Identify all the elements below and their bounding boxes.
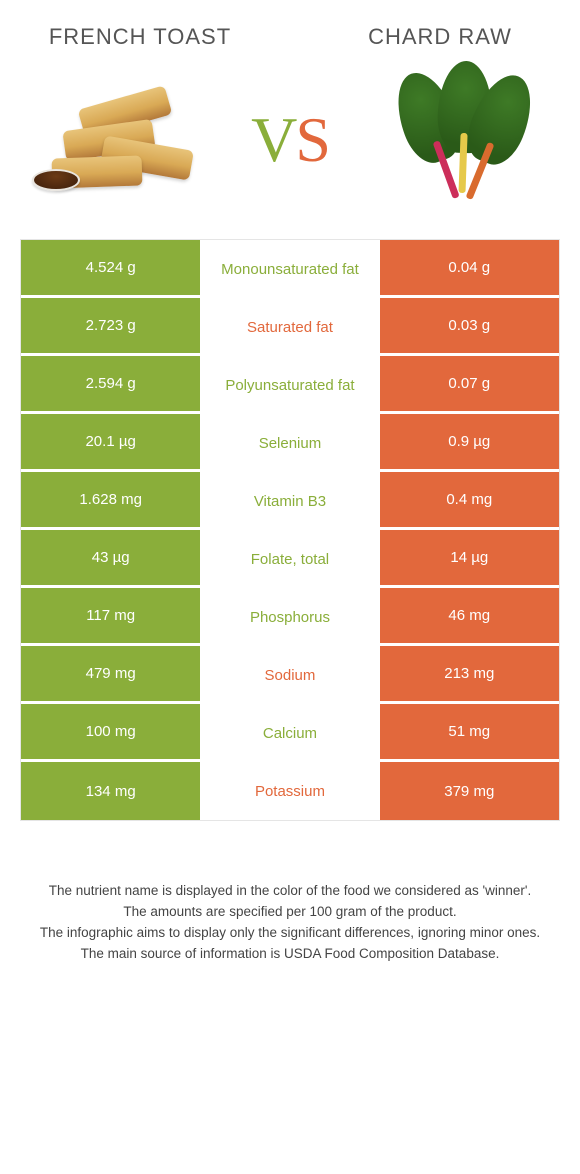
nutrient-value-right: 0.9 µg (380, 414, 559, 472)
nutrient-row: 4.524 gMonounsaturated fat0.04 g (21, 240, 559, 298)
nutrient-name: Saturated fat (200, 298, 379, 356)
vs-label: VS (251, 103, 329, 177)
nutrient-row: 1.628 mgVitamin B30.4 mg (21, 472, 559, 530)
nutrient-row: 479 mgSodium213 mg (21, 646, 559, 704)
french-toast-icon (32, 65, 202, 215)
food-title-right: CHARD RAW (340, 24, 540, 49)
nutrient-row: 20.1 µgSelenium0.9 µg (21, 414, 559, 472)
nutrient-value-left: 4.524 g (21, 240, 200, 298)
vs-v: V (251, 104, 295, 175)
nutrient-name: Vitamin B3 (200, 472, 379, 530)
nutrient-value-left: 20.1 µg (21, 414, 200, 472)
food-image-right (378, 65, 548, 215)
nutrient-value-left: 2.723 g (21, 298, 200, 356)
nutrient-value-right: 0.4 mg (380, 472, 559, 530)
header: FRENCH TOAST CHARD RAW (0, 0, 580, 57)
nutrient-value-right: 0.07 g (380, 356, 559, 414)
nutrient-row: 43 µgFolate, total14 µg (21, 530, 559, 588)
chard-icon (378, 65, 548, 215)
footer-line: The amounts are specified per 100 gram o… (28, 902, 552, 923)
nutrient-value-left: 479 mg (21, 646, 200, 704)
vs-s: S (295, 104, 329, 175)
footer-line: The main source of information is USDA F… (28, 944, 552, 965)
nutrient-value-left: 100 mg (21, 704, 200, 762)
nutrient-name: Calcium (200, 704, 379, 762)
footer-line: The infographic aims to display only the… (28, 923, 552, 944)
nutrient-row: 100 mgCalcium51 mg (21, 704, 559, 762)
footer-notes: The nutrient name is displayed in the co… (28, 881, 552, 965)
food-title-left: FRENCH TOAST (40, 24, 240, 49)
nutrient-value-right: 46 mg (380, 588, 559, 646)
nutrient-value-right: 51 mg (380, 704, 559, 762)
nutrient-name: Polyunsaturated fat (200, 356, 379, 414)
nutrient-value-left: 117 mg (21, 588, 200, 646)
nutrient-value-right: 14 µg (380, 530, 559, 588)
nutrient-row: 2.723 gSaturated fat0.03 g (21, 298, 559, 356)
food-image-left (32, 65, 202, 215)
nutrient-name: Potassium (200, 762, 379, 820)
nutrient-value-left: 2.594 g (21, 356, 200, 414)
nutrient-value-left: 1.628 mg (21, 472, 200, 530)
footer-line: The nutrient name is displayed in the co… (28, 881, 552, 902)
nutrient-name: Phosphorus (200, 588, 379, 646)
nutrient-name: Selenium (200, 414, 379, 472)
images-row: VS (0, 57, 580, 239)
nutrient-name: Folate, total (200, 530, 379, 588)
nutrient-row: 134 mgPotassium379 mg (21, 762, 559, 820)
nutrient-value-right: 0.04 g (380, 240, 559, 298)
nutrient-name: Sodium (200, 646, 379, 704)
nutrient-value-left: 134 mg (21, 762, 200, 820)
nutrient-value-left: 43 µg (21, 530, 200, 588)
nutrient-value-right: 213 mg (380, 646, 559, 704)
nutrient-value-right: 379 mg (380, 762, 559, 820)
nutrient-table: 4.524 gMonounsaturated fat0.04 g2.723 gS… (20, 239, 560, 821)
nutrient-row: 2.594 gPolyunsaturated fat0.07 g (21, 356, 559, 414)
nutrient-row: 117 mgPhosphorus46 mg (21, 588, 559, 646)
nutrient-value-right: 0.03 g (380, 298, 559, 356)
nutrient-name: Monounsaturated fat (200, 240, 379, 298)
